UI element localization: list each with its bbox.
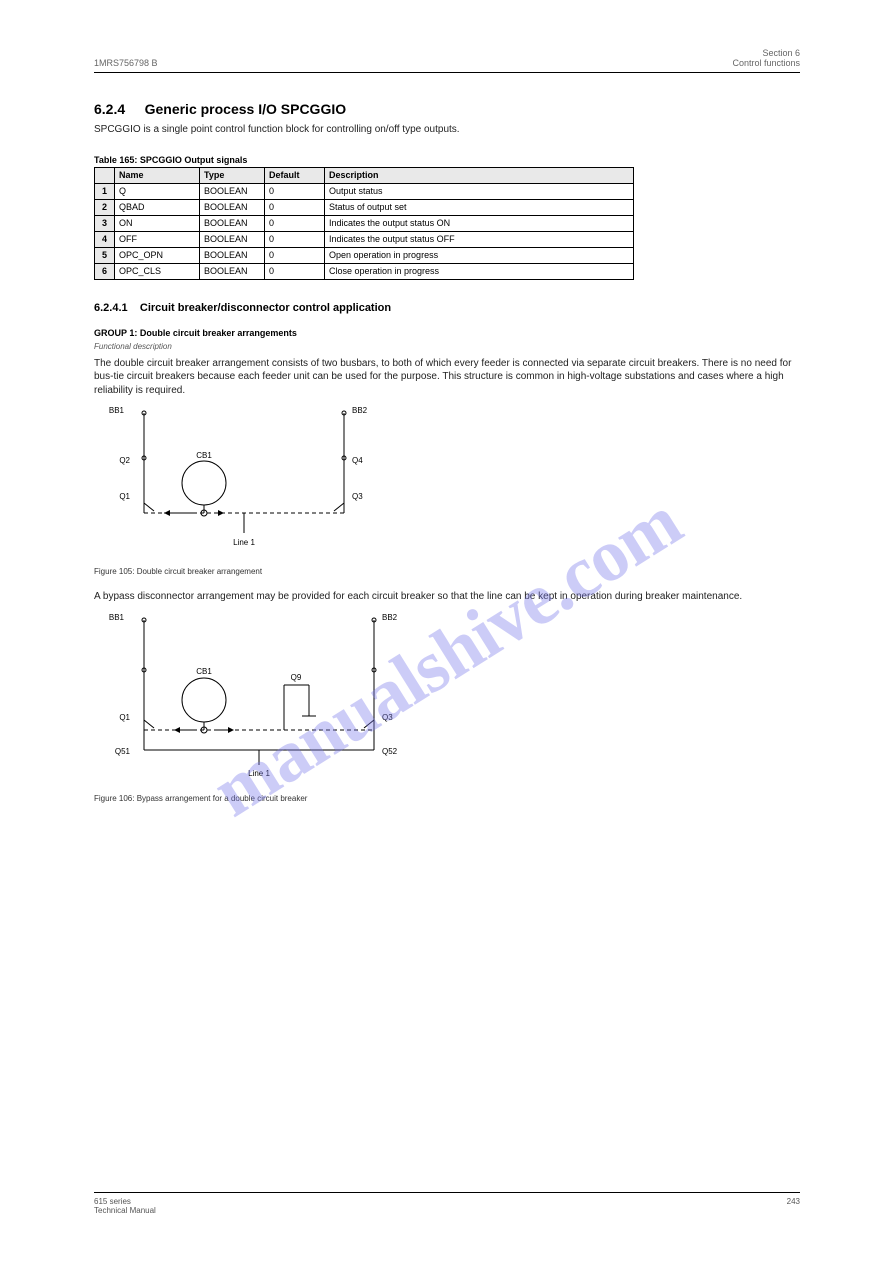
table-row: 1QBOOLEAN0Output status [95,183,634,199]
cell: 0 [265,215,325,231]
table-row: 3ONBOOLEAN0Indicates the output status O… [95,215,634,231]
fig105-line: Line 1 [233,538,255,547]
subsection-heading: 6.2.4.1 Circuit breaker/disconnector con… [94,302,800,314]
figure-105: BB1 BB2 Q1 Q3 Q2 Q4 CB1 Line 1 Figure 10… [94,403,800,576]
group-title: GROUP 1: Double circuit breaker arrangem… [94,328,800,338]
fig106-cb1: CB1 [196,667,212,676]
subsection-title: Circuit breaker/disconnector control app… [140,302,391,314]
cell: Status of output set [325,199,634,215]
table-row: 2QBADBOOLEAN0Status of output set [95,199,634,215]
section-intro: SPCGGIO is a single point control functi… [94,123,800,137]
header-right-line1: Section 6 [732,48,800,58]
row-index: 3 [95,215,115,231]
table-row: 4OFFBOOLEAN0Indicates the output status … [95,231,634,247]
fig105-q4: Q4 [352,456,363,465]
th-default: Default [265,167,325,183]
cell: Output status [325,183,634,199]
cell: OPC_CLS [115,263,200,279]
cell: 0 [265,247,325,263]
figure-106: BB1 BB2 Q1 Q3 CB1 Q9 Q51 Q52 Line 1 Figu… [94,610,800,803]
fig106-bb1: BB1 [109,613,125,622]
section-heading: 6.2.4 Generic process I/O SPCGGIO [94,101,800,117]
cell: BOOLEAN [200,199,265,215]
cell: BOOLEAN [200,183,265,199]
func-desc-label: Functional description [94,342,800,351]
cell: BOOLEAN [200,263,265,279]
cell: Indicates the output status ON [325,215,634,231]
bypass-para: A bypass disconnector arrangement may be… [94,590,800,604]
figure-106-svg: BB1 BB2 Q1 Q3 CB1 Q9 Q51 Q52 Line 1 [94,610,434,790]
signal-table-title: Table 165: SPCGGIO Output signals [94,155,800,165]
fig106-q51: Q51 [115,747,131,756]
figure-105-svg: BB1 BB2 Q1 Q3 Q2 Q4 CB1 Line 1 [94,403,414,563]
signal-table: Name Type Default Description 1QBOOLEAN0… [94,167,634,280]
figure-106-caption: Figure 106: Bypass arrangement for a dou… [94,794,800,803]
section-title: Generic process I/O SPCGGIO [145,101,347,117]
fig106-line: Line 1 [248,769,270,778]
cell: 0 [265,231,325,247]
fig106-q1: Q1 [119,713,130,722]
header-rule [94,72,800,73]
cell: 0 [265,183,325,199]
row-index: 2 [95,199,115,215]
row-index: 1 [95,183,115,199]
cell: OPC_OPN [115,247,200,263]
fig106-q52: Q52 [382,747,398,756]
footer-product: 615 series [94,1197,131,1206]
table-row: 5OPC_OPNBOOLEAN0Open operation in progre… [95,247,634,263]
row-index: 6 [95,263,115,279]
group-desc: The double circuit breaker arrangement c… [94,357,800,398]
cell: Close operation in progress [325,263,634,279]
fig105-bb2: BB2 [352,406,368,415]
fig105-q2: Q2 [119,456,130,465]
cell: BOOLEAN [200,215,265,231]
cell: OFF [115,231,200,247]
row-index: 5 [95,247,115,263]
footer-page: 243 [787,1197,800,1206]
cell: Open operation in progress [325,247,634,263]
cell: 0 [265,199,325,215]
cell: QBAD [115,199,200,215]
fig105-bb1: BB1 [109,406,125,415]
th-name: Name [115,167,200,183]
th-blank [95,167,115,183]
table-row: 6OPC_CLSBOOLEAN0Close operation in progr… [95,263,634,279]
fig106-q3: Q3 [382,713,393,722]
cell: BOOLEAN [200,231,265,247]
page-footer: 615 series 243 Technical Manual [94,1192,800,1215]
th-type: Type [200,167,265,183]
subsection-number: 6.2.4.1 [94,302,128,314]
fig106-q9: Q9 [291,673,302,682]
cell: 0 [265,263,325,279]
th-desc: Description [325,167,634,183]
section-number: 6.2.4 [94,101,125,117]
cell: Q [115,183,200,199]
header-right-line2: Control functions [732,58,800,68]
row-index: 4 [95,231,115,247]
fig106-bb2: BB2 [382,613,398,622]
figure-105-caption: Figure 105: Double circuit breaker arran… [94,567,800,576]
footer-manual: Technical Manual [94,1206,800,1215]
cell: ON [115,215,200,231]
fig105-cb1: CB1 [196,451,212,460]
fig105-q3: Q3 [352,492,363,501]
cell: Indicates the output status OFF [325,231,634,247]
fig105-q1: Q1 [119,492,130,501]
header-left: 1MRS756798 B [94,58,158,68]
cell: BOOLEAN [200,247,265,263]
